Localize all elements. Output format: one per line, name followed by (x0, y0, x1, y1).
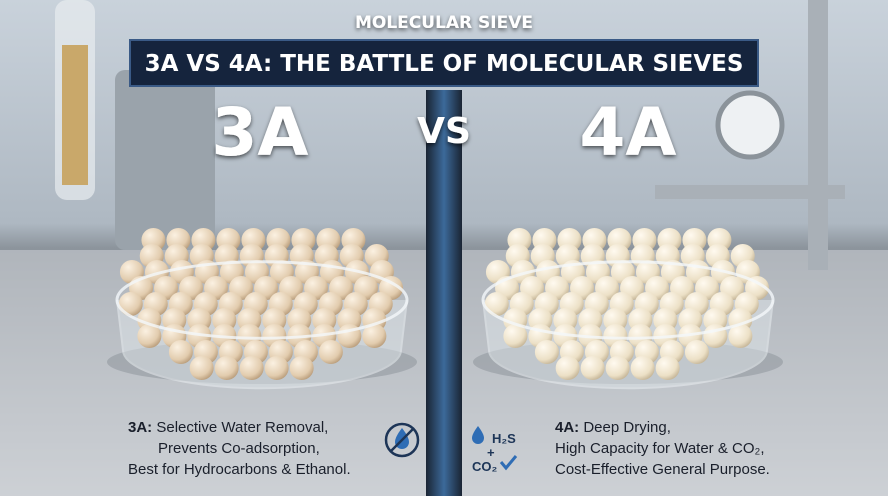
bead (264, 356, 289, 380)
bead (503, 324, 528, 348)
left-label: 3A (211, 94, 308, 171)
right-label: 4A (579, 94, 676, 171)
bead (289, 356, 314, 380)
drop-icon (472, 426, 484, 444)
bead (555, 356, 580, 380)
bead (362, 324, 387, 348)
caption-line: Deep Drying, (583, 419, 671, 436)
bead (630, 356, 655, 380)
bead (318, 340, 343, 364)
bead (728, 324, 753, 348)
caption-line: Prevents Co-adsorption, (158, 440, 320, 457)
dish-rim (481, 260, 775, 340)
bead (655, 356, 680, 380)
bead (605, 356, 630, 380)
bead (239, 356, 264, 380)
caption-line: Selective Water Removal, (156, 419, 328, 436)
caption-lead: 4A: (555, 419, 579, 436)
title: 3A VS 4A: THE BATTLE OF MOLECULAR SIEVES (145, 51, 744, 77)
caption-line: Best for Hydrocarbons & Ethanol. (128, 461, 351, 478)
right-caption: 4A: Deep Drying, (555, 419, 671, 436)
icon-text: H₂S (492, 431, 516, 446)
kicker: MOLECULAR SIEVE (355, 13, 533, 33)
bead (214, 356, 239, 380)
pipe (808, 0, 828, 270)
check-icon (499, 455, 518, 471)
bead (168, 340, 193, 364)
bead (684, 340, 709, 364)
bead (534, 340, 559, 364)
dish-rim (115, 260, 409, 340)
slash (390, 428, 414, 452)
bead (580, 356, 605, 380)
pipe (655, 185, 845, 199)
vs-label: VS (417, 111, 471, 152)
divider (426, 90, 462, 496)
caption-line: Cost-Effective General Purpose. (555, 461, 770, 478)
bead (484, 292, 509, 316)
title-banner (129, 39, 759, 87)
bead (189, 356, 214, 380)
bead (118, 292, 143, 316)
bead (137, 324, 162, 348)
gauge (715, 90, 785, 160)
vessel (115, 70, 215, 250)
caption-line: High Capacity for Water & CO₂, (555, 440, 765, 457)
dishes (107, 228, 783, 390)
column-fill (62, 45, 88, 185)
left-caption: 3A: Selective Water Removal, (128, 419, 328, 436)
no-icon (384, 422, 420, 458)
icon-text: CO₂ (472, 459, 498, 474)
caption-lead: 3A: (128, 419, 152, 436)
icon-text: + (487, 445, 495, 460)
